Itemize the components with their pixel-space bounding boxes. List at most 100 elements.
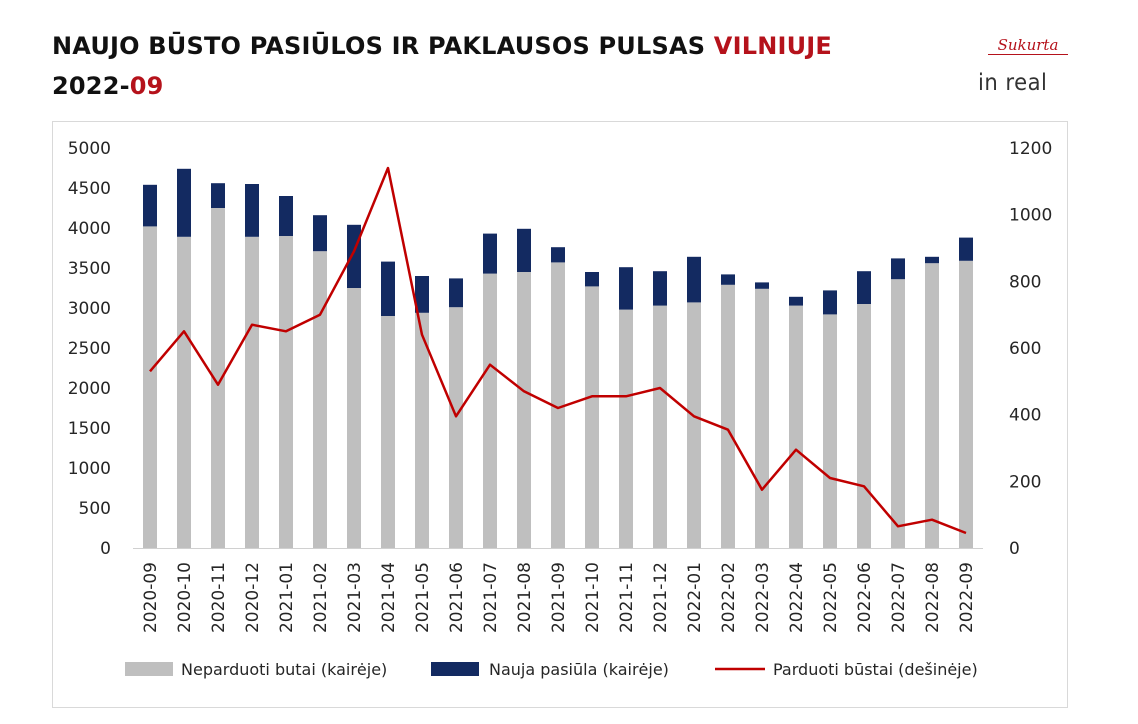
x-axis-tick-label: 2022-05 — [821, 562, 841, 633]
x-axis-tick-label: 2021-11 — [617, 562, 637, 633]
bar-unsold — [483, 273, 497, 548]
x-axis-tick-label: 2022-09 — [957, 562, 977, 633]
x-axis-tick-label: 2021-08 — [515, 562, 535, 633]
chart-frame: 0 500 1000 1500 2000 2500 3000 3500 4000 4500 5000… — [52, 121, 1068, 708]
bar-unsold — [585, 286, 599, 548]
x-axis-tick-label: 2021-07 — [481, 562, 501, 633]
right-axis-tick-label: 800 — [1009, 272, 1041, 292]
x-axis-tick-label: 2021-04 — [379, 562, 399, 633]
bar-new-supply — [925, 256, 939, 264]
x-axis-tick-label: 2021-09 — [549, 562, 569, 633]
bar-new-supply — [823, 290, 837, 315]
bar-new-supply — [959, 237, 973, 261]
bar-new-supply — [653, 271, 667, 306]
bar-unsold — [177, 236, 191, 549]
bar-unsold — [687, 302, 701, 548]
x-axis-tick-label: 2022-08 — [923, 562, 943, 633]
right-axis-tick-label: 0 — [1009, 539, 1020, 559]
bar-unsold — [449, 307, 463, 548]
x-axis-tick-label: 2020-11 — [209, 562, 229, 633]
bar-unsold — [415, 312, 429, 548]
x-axis-tick-label: 2020-12 — [243, 562, 263, 633]
bar-new-supply — [585, 272, 599, 287]
chart-period-year: 2022- — [52, 72, 130, 100]
x-axis-tick-label: 2021-02 — [311, 562, 331, 633]
bar-unsold — [551, 262, 565, 548]
left-axis-tick-label: 500 — [79, 499, 111, 519]
bar-new-supply — [755, 282, 769, 289]
bar-unsold — [245, 236, 259, 549]
bar-new-supply — [415, 276, 429, 313]
bar-new-supply — [517, 228, 531, 272]
bar-unsold — [619, 309, 633, 548]
bar-unsold — [891, 279, 905, 548]
left-axis-tick-label: 0 — [100, 539, 111, 559]
bar-new-supply — [449, 278, 463, 308]
x-axis-tick-label: 2021-06 — [447, 562, 467, 633]
left-axis-tick-label: 1500 — [68, 419, 111, 439]
x-axis-tick-label: 2020-10 — [175, 562, 195, 633]
bar-unsold — [925, 263, 939, 548]
line-sold — [149, 166, 967, 535]
bar-unsold — [517, 272, 531, 548]
bar-unsold — [653, 305, 667, 548]
x-axis-tick-label: 2022-07 — [889, 562, 909, 633]
bar-unsold — [211, 208, 225, 548]
x-axis-tick-label: 2020-09 — [141, 562, 161, 633]
legend: Neparduoti butai (kairėje) Nauja pasiūla … — [125, 660, 978, 679]
x-axis-tick-label: 2021-03 — [345, 562, 365, 633]
chart-period-month: 09 — [129, 72, 164, 100]
bar-unsold — [789, 305, 803, 548]
right-axis-tick-label: 400 — [1009, 406, 1041, 426]
left-axis-tick-label: 2500 — [68, 339, 111, 359]
bar-unsold — [347, 288, 361, 548]
left-axis-tick-label: 1000 — [68, 459, 111, 479]
bar-new-supply — [721, 274, 735, 285]
bar-new-supply — [347, 224, 361, 288]
x-axis-tick-label: 2021-05 — [413, 562, 433, 633]
bar-unsold — [143, 226, 157, 548]
legend-swatch-new-supply — [431, 662, 479, 676]
x-axis-tick-label: 2022-01 — [685, 562, 705, 633]
x-axis-tick-label: 2022-06 — [855, 562, 875, 633]
brand-logo-top: Sukurta — [988, 36, 1068, 55]
bar-new-supply — [313, 215, 327, 252]
right-axis-tick-label: 600 — [1009, 339, 1041, 359]
bar-new-supply — [245, 184, 259, 237]
bar-new-supply — [279, 196, 293, 236]
x-axis-tick-label: 2021-01 — [277, 562, 297, 633]
bar-new-supply — [687, 256, 701, 303]
bar-series-group — [143, 168, 973, 549]
left-axis: 0 500 1000 1500 2000 2500 3000 3500 4000 4500 5000 — [68, 139, 111, 559]
left-axis-tick-label: 5000 — [68, 139, 111, 159]
bar-new-supply — [381, 261, 395, 316]
chart-title-city: VILNIUJE — [713, 32, 833, 60]
right-axis-tick-label: 200 — [1009, 472, 1041, 492]
bar-new-supply — [891, 258, 905, 280]
bar-new-supply — [177, 168, 191, 237]
legend-label-new-supply: Nauja pasiūla (kairėje) — [489, 660, 669, 679]
left-axis-tick-label: 3500 — [68, 259, 111, 279]
legend-label-unsold: Neparduoti butai (kairėje) — [181, 660, 387, 679]
bar-new-supply — [143, 184, 157, 227]
bar-new-supply — [483, 233, 497, 274]
bar-unsold — [279, 236, 293, 548]
right-axis-tick-label: 1000 — [1009, 206, 1052, 226]
bar-unsold — [857, 304, 871, 548]
x-axis-tick-label: 2022-03 — [753, 562, 773, 633]
bar-new-supply — [211, 183, 225, 208]
x-axis-tick-label: 2021-10 — [583, 562, 603, 633]
bar-unsold — [823, 314, 837, 548]
bar-unsold — [313, 251, 327, 548]
right-axis-tick-label: 1200 — [1009, 139, 1052, 159]
legend-swatch-unsold — [125, 662, 173, 676]
bar-new-supply — [551, 247, 565, 263]
legend-label-sold: Parduoti būstai (dešinėje) — [773, 660, 978, 679]
x-axis: 2020-09 2020-10 2020-11 2020-12 2021-01 2021-… — [133, 548, 983, 633]
bar-new-supply — [789, 296, 803, 306]
left-axis-tick-label: 2000 — [68, 379, 111, 399]
bar-new-supply — [857, 271, 871, 304]
x-axis-tick-label: 2022-04 — [787, 562, 807, 633]
left-axis-tick-label: 4500 — [68, 179, 111, 199]
bar-new-supply — [619, 267, 633, 310]
